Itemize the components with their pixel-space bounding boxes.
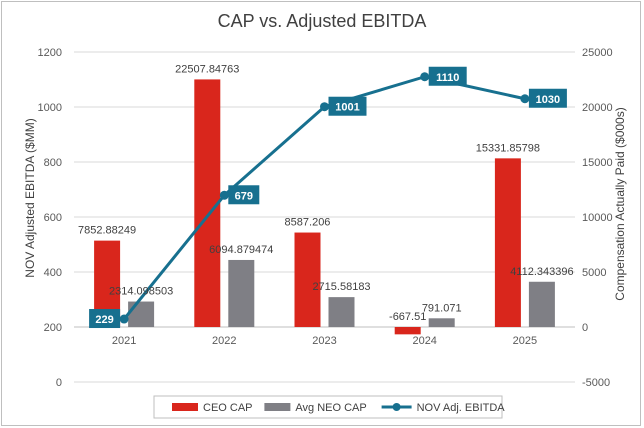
ceo-cap-data-label: 7852.88249 — [78, 225, 136, 237]
ebitda-marker — [219, 190, 229, 200]
right-tick-label: 20000 — [582, 102, 613, 114]
ebitda-label-box — [428, 66, 467, 86]
right-tick-label: 15000 — [582, 157, 613, 169]
x-tick-label: 2025 — [513, 335, 537, 347]
neo-cap-data-label: 2715.58183 — [312, 281, 370, 293]
x-tick-label: 2021 — [112, 335, 136, 347]
chart-title: CAP vs. Adjusted EBITDA — [218, 11, 427, 31]
legend-line-marker — [392, 403, 401, 411]
ebitda-label-box — [528, 88, 567, 108]
neo-cap-bar — [328, 297, 355, 327]
legend-label: CEO CAP — [203, 402, 253, 414]
left-tick-label: 800 — [44, 157, 62, 169]
right-axis-ticks: -5000 0 5000 10000 15000 20000 25000 — [582, 47, 613, 389]
ebitda-marker — [520, 94, 530, 104]
ebitda-marker — [420, 72, 430, 82]
ceo-cap-data-label: 22507.84763 — [175, 63, 239, 75]
legend-label: Avg NEO CAP — [295, 402, 366, 414]
ebitda-data-label: 1001 — [335, 102, 359, 114]
left-tick-label: 1200 — [38, 47, 62, 59]
neo-cap-data-label: 6094.879474 — [209, 244, 273, 256]
neo-cap-bar — [128, 301, 155, 327]
right-tick-label: 0 — [582, 322, 588, 334]
legend-label: NOV Adj. EBITDA — [417, 402, 506, 414]
right-tick-label: 5000 — [582, 267, 606, 279]
x-tick-label: 2024 — [412, 335, 436, 347]
ceo-cap-data-label: -667.51 — [389, 311, 426, 323]
ebitda-marker — [119, 314, 129, 324]
neo-cap-data-label: 791.071 — [422, 302, 462, 314]
ebitda-data-label: 229 — [95, 314, 113, 326]
legend-box — [153, 395, 503, 419]
neo-cap-bar — [428, 318, 455, 327]
x-axis-ticks: 2021 2022 2023 2024 2025 — [112, 335, 537, 347]
line-series: 229 679 1001 1110 1030 — [89, 66, 567, 329]
left-axis-title: NOV Adjusted EBITDA ($MM) — [23, 118, 37, 277]
ebitda-data-label: 1030 — [536, 94, 560, 106]
ceo-cap-data-label: 15331.85798 — [476, 142, 540, 154]
ceo-cap-data-label: 8587.206 — [285, 217, 331, 229]
right-axis-title: Compensation Actually Paid ($000s) — [613, 107, 627, 300]
right-tick-label: 25000 — [582, 47, 613, 59]
left-axis-ticks: 0 200 400 600 800 1000 1200 — [38, 47, 62, 389]
left-tick-label: 600 — [44, 212, 62, 224]
ebitda-label-box — [328, 96, 367, 116]
ebitda-data-label: 679 — [235, 190, 253, 202]
left-tick-label: 1000 — [38, 102, 62, 114]
ceo-cap-bar — [294, 232, 321, 327]
ebitda-data-label: 1110 — [436, 72, 459, 84]
x-tick-label: 2023 — [312, 335, 336, 347]
left-tick-label: 200 — [44, 322, 62, 334]
x-tick-label: 2022 — [212, 335, 236, 347]
neo-cap-data-label: 2314.098503 — [109, 286, 173, 298]
bar-data-labels: 7852.88249 22507.84763 8587.206 -667.51 1533… — [78, 63, 574, 323]
ebitda-label-box — [228, 185, 260, 205]
right-tick-label: 10000 — [582, 212, 613, 224]
legend: CEO CAP Avg NEO CAP NOV Adj. EBITDA — [153, 395, 506, 419]
neo-cap-bar — [228, 259, 255, 327]
legend-swatch — [172, 403, 198, 411]
right-tick-label: -5000 — [582, 377, 610, 389]
ceo-cap-bar — [494, 158, 521, 327]
ebitda-marker — [320, 102, 329, 112]
legend-swatch — [264, 403, 291, 411]
neo-cap-data-label: 4112.343396 — [510, 266, 573, 278]
left-tick-label: 400 — [44, 267, 62, 279]
bars — [94, 79, 555, 335]
neo-cap-bar — [528, 281, 555, 327]
left-tick-label: 0 — [56, 377, 62, 389]
ceo-cap-bar — [394, 327, 421, 335]
ebitda-label-box — [89, 309, 121, 329]
